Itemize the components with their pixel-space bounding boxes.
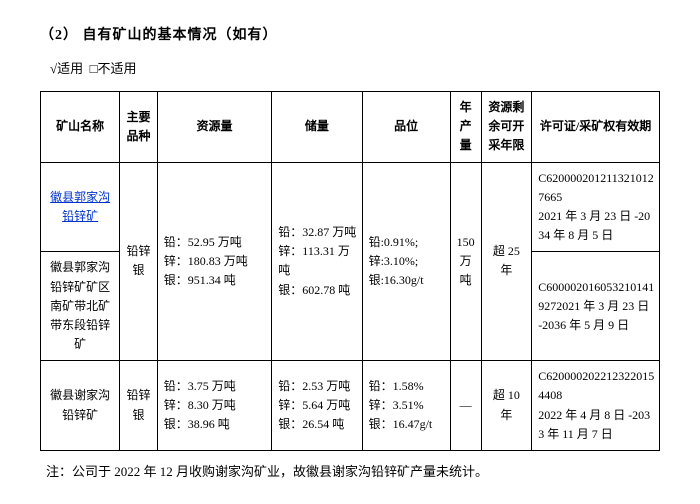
- table-row: 徽县郭家沟铅锌矿 铅锌银 铅：52.95 万吨锌：180.83 万吨银：951.…: [41, 162, 660, 252]
- cell-reserve: 铅：32.87 万吨锌：113.31 万吨银：602.78 吨: [272, 162, 362, 361]
- cell-species: 铅锌银: [120, 361, 157, 451]
- th-name: 矿山名称: [41, 92, 120, 163]
- mine-link[interactable]: 徽县郭家沟铅锌矿: [50, 190, 110, 223]
- th-annual: 年产量: [450, 92, 481, 163]
- th-resource: 资源量: [157, 92, 272, 163]
- cell-reserve: 铅：2.53 万吨锌：5.64 万吨银：26.54 吨: [272, 361, 362, 451]
- mines-table: 矿山名称 主要品种 资源量 储量 品位 年产量 资源剩余可开采年限 许可证/采矿…: [40, 91, 660, 451]
- cell-remain: 超 10 年: [481, 361, 532, 451]
- th-remain: 资源剩余可开采年限: [481, 92, 532, 163]
- footnote: 注：公司于 2022 年 12 月收购谢家沟矿业，故徽县谢家沟铅锌矿产量未统计。: [40, 461, 660, 480]
- cell-license: C62000020121132101276652021 年 3 月 23 日 -…: [532, 162, 660, 252]
- table-header-row: 矿山名称 主要品种 资源量 储量 品位 年产量 资源剩余可开采年限 许可证/采矿…: [41, 92, 660, 163]
- section-number: （2）: [40, 28, 78, 43]
- cell-license: C6000020160532101419272021 年 3 月 23 日 -2…: [532, 252, 660, 361]
- cell-mine-name: 徽县谢家沟铅锌矿: [41, 361, 120, 451]
- cell-license: C62000020221232201544082022 年 4 月 8 日 -2…: [532, 361, 660, 451]
- cell-species: 铅锌银: [120, 162, 157, 361]
- th-species: 主要品种: [120, 92, 157, 163]
- cell-resource: 铅：52.95 万吨锌：180.83 万吨银：951.34 吨: [157, 162, 272, 361]
- section-heading: （2） 自有矿山的基本情况（如有）: [40, 24, 660, 44]
- cell-remain: 超 25 年: [481, 162, 532, 361]
- cell-resource: 铅：3.75 万吨锌：8.30 万吨银：38.96 吨: [157, 361, 272, 451]
- table-row: 徽县谢家沟铅锌矿 铅锌银 铅：3.75 万吨锌：8.30 万吨银：38.96 吨…: [41, 361, 660, 451]
- th-grade: 品位: [362, 92, 450, 163]
- section-title-text: 自有矿山的基本情况（如有）: [83, 28, 278, 43]
- cell-annual: 150万吨: [450, 162, 481, 361]
- applicable-checked: √适用: [50, 61, 83, 76]
- th-license: 许可证/采矿权有效期: [532, 92, 660, 163]
- cell-grade: 铅:0.91%;锌:3.10%;银:16.30g/t: [362, 162, 450, 361]
- cell-mine-name: 徽县郭家沟铅锌矿矿区南矿带北矿带东段铅锌矿: [41, 252, 120, 361]
- applicable-line: √适用 □不适用: [50, 58, 660, 77]
- cell-annual: —: [450, 361, 481, 451]
- applicable-unchecked: □不适用: [90, 61, 137, 76]
- cell-grade: 铅：1.58%锌：3.51%银：16.47g/t: [362, 361, 450, 451]
- cell-mine-name: 徽县郭家沟铅锌矿: [41, 162, 120, 252]
- th-reserve: 储量: [272, 92, 362, 163]
